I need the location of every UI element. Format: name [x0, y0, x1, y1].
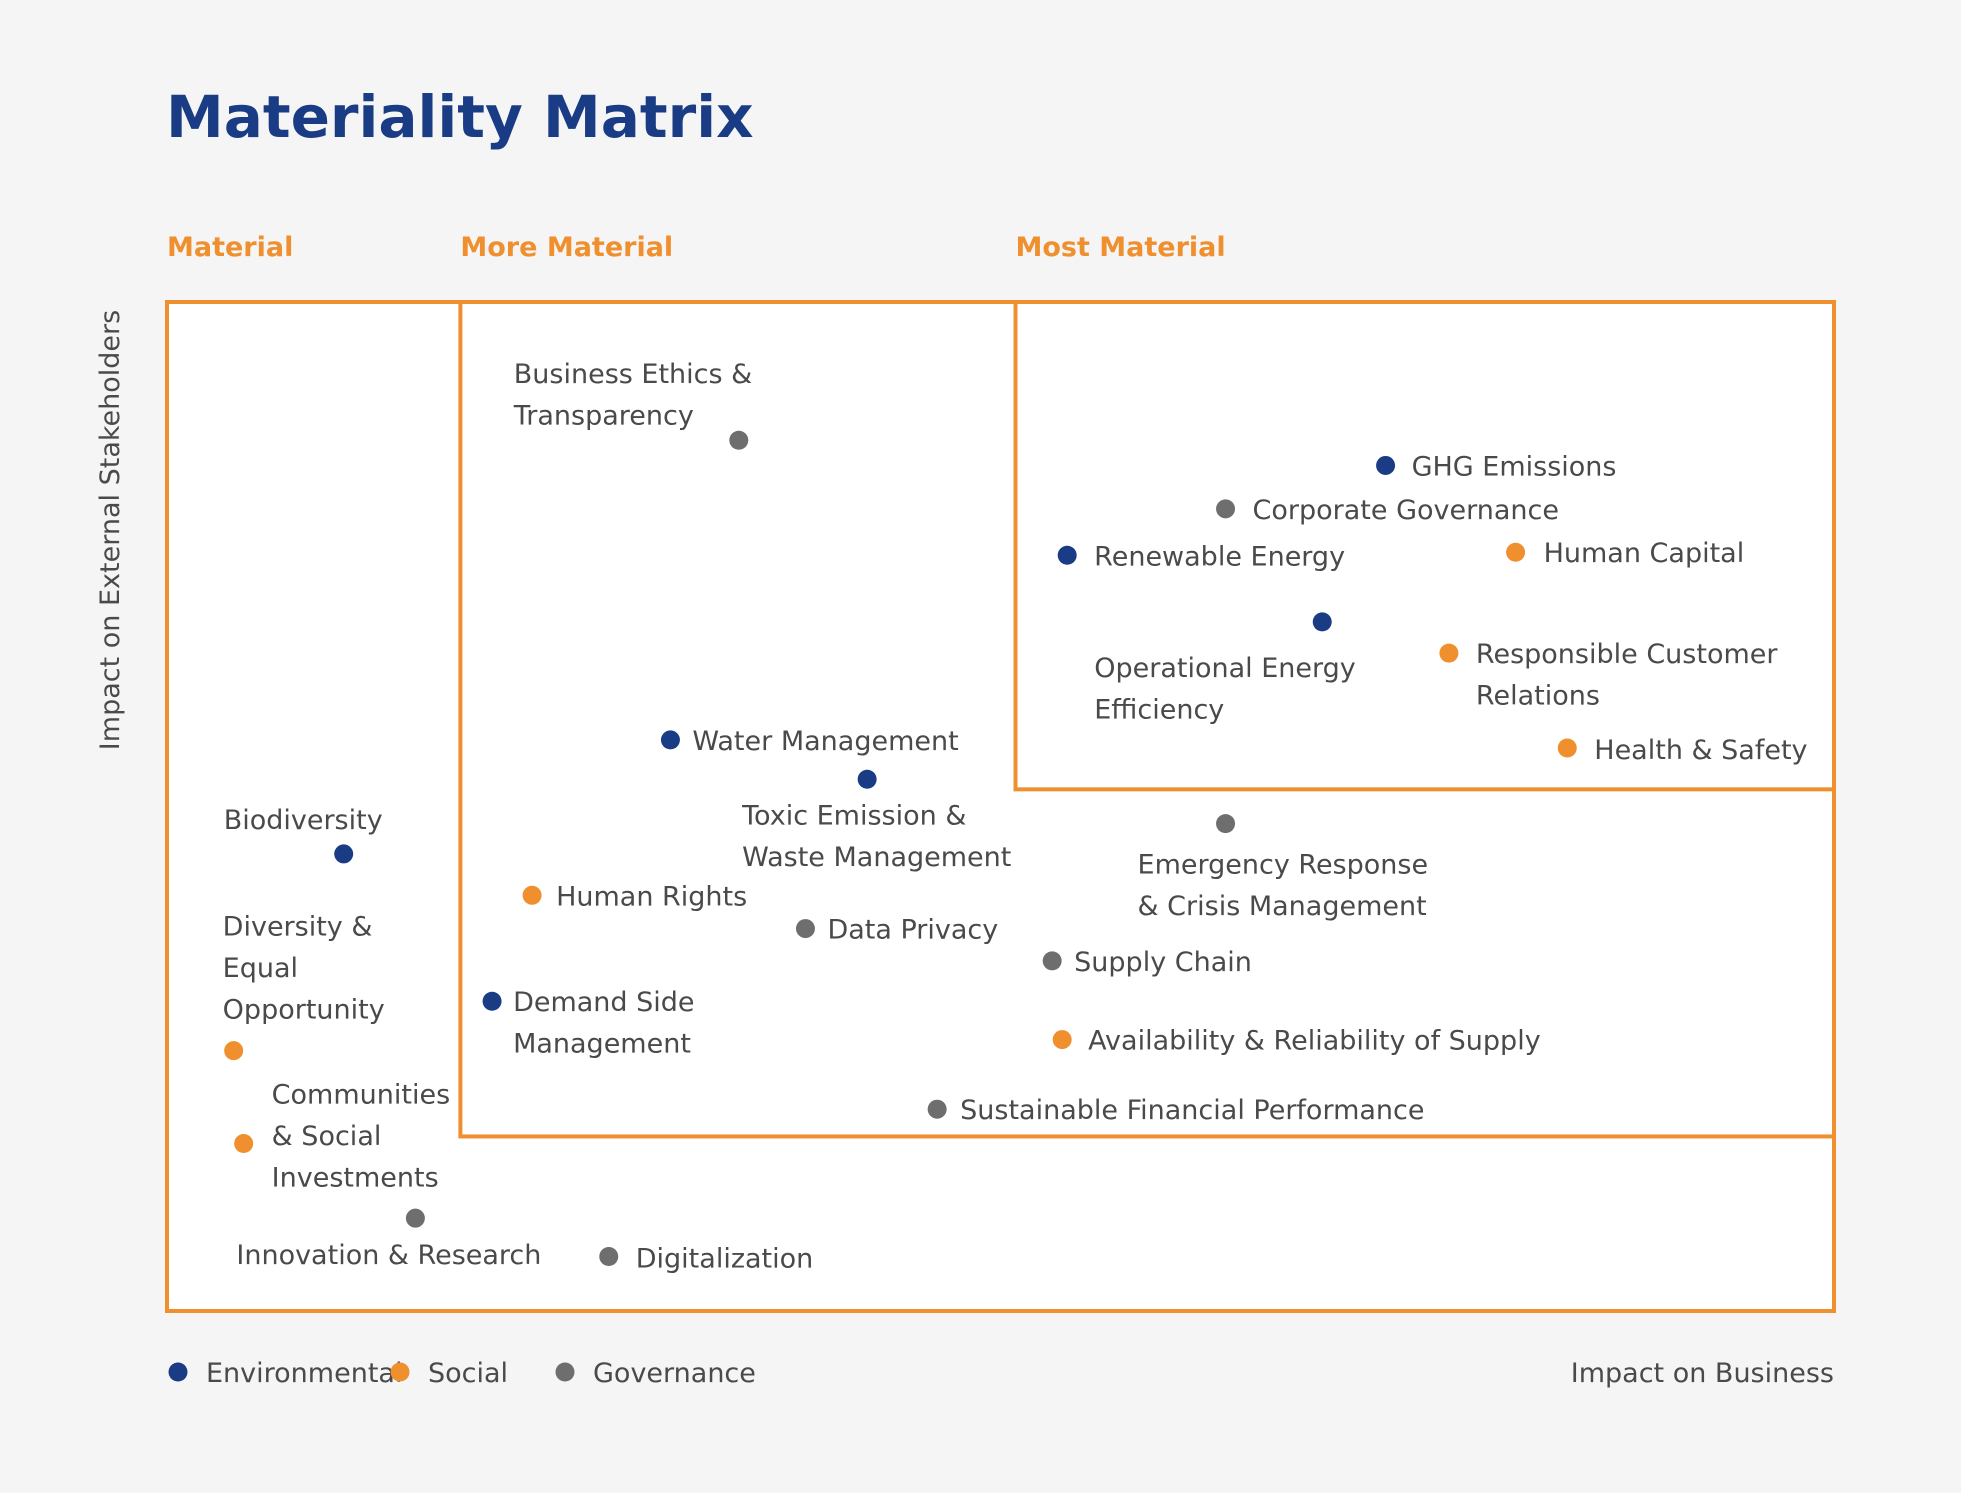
- point-label-sustainable-financial-performance: Sustainable Financial Performance: [960, 1095, 1424, 1126]
- point-operational-energy-efficiency: [1312, 612, 1332, 632]
- point-label-biodiversity: Biodiversity: [224, 805, 383, 836]
- point-ghg-emissions: [1376, 455, 1396, 475]
- zone-label-more-material: More Material: [460, 232, 673, 263]
- point-label-emergency-response-and-crisis-management: & Crisis Management: [1138, 891, 1427, 922]
- zone-label-most-material: Most Material: [1016, 232, 1226, 263]
- legend-swatch-governance: [555, 1362, 575, 1382]
- point-label-innovation-and-research: Innovation & Research: [236, 1240, 541, 1271]
- point-label-diversity-and-equal-opportunity: Diversity &: [223, 912, 373, 943]
- point-label-business-ethics-and-transparency: Transparency: [513, 401, 694, 432]
- chart-title: Materiality Matrix: [166, 83, 754, 151]
- point-label-communities-and-social-investments: Investments: [272, 1163, 439, 1194]
- x-axis-label: Impact on Business: [1571, 1358, 1834, 1389]
- point-water-management: [660, 730, 680, 750]
- point-label-ghg-emissions: GHG Emissions: [1412, 451, 1617, 482]
- point-label-responsible-customer-relations: Relations: [1476, 681, 1600, 712]
- point-label-demand-side-management: Demand Side: [513, 987, 694, 1018]
- point-innovation-and-research: [405, 1208, 425, 1228]
- point-label-health-and-safety: Health & Safety: [1594, 735, 1807, 766]
- point-availability-and-reliability-of-supply: [1052, 1030, 1072, 1050]
- legend-label-environmental: Environmental: [206, 1358, 402, 1389]
- point-label-operational-energy-efficiency: Operational Energy: [1094, 653, 1356, 684]
- point-business-ethics-and-transparency: [729, 430, 749, 450]
- point-label-emergency-response-and-crisis-management: Emergency Response: [1138, 850, 1429, 881]
- point-label-demand-side-management: Management: [513, 1029, 691, 1060]
- point-emergency-response-and-crisis-management: [1216, 814, 1236, 834]
- point-label-responsible-customer-relations: Responsible Customer: [1476, 639, 1778, 670]
- point-label-diversity-and-equal-opportunity: Equal: [223, 953, 298, 984]
- y-axis-label: Impact on External Stakeholders: [95, 310, 126, 750]
- legend-label-governance: Governance: [593, 1358, 756, 1389]
- point-label-communities-and-social-investments: Communities: [272, 1080, 450, 1111]
- point-label-business-ethics-and-transparency: Business Ethics &: [514, 359, 752, 390]
- point-demand-side-management: [482, 991, 502, 1011]
- point-label-communities-and-social-investments: & Social: [272, 1121, 382, 1152]
- point-human-rights: [522, 885, 542, 905]
- point-label-data-privacy: Data Privacy: [827, 915, 998, 946]
- point-label-supply-chain: Supply Chain: [1074, 947, 1252, 978]
- point-communities-and-social-investments: [234, 1134, 254, 1154]
- point-label-human-capital: Human Capital: [1544, 538, 1745, 569]
- point-label-human-rights: Human Rights: [556, 881, 747, 912]
- point-supply-chain: [1042, 951, 1062, 971]
- zone-label-material: Material: [167, 232, 293, 263]
- point-label-availability-and-reliability-of-supply: Availability & Reliability of Supply: [1088, 1026, 1541, 1057]
- point-label-diversity-and-equal-opportunity: Opportunity: [223, 995, 385, 1026]
- point-renewable-energy: [1057, 545, 1077, 565]
- zone-frame-most-material: [1013, 300, 1836, 792]
- point-sustainable-financial-performance: [927, 1099, 947, 1119]
- point-label-toxic-emission-and-waste-management: Waste Management: [742, 842, 1011, 873]
- legend-swatch-environmental: [168, 1362, 188, 1382]
- point-responsible-customer-relations: [1439, 643, 1459, 663]
- point-label-water-management: Water Management: [692, 726, 958, 757]
- point-label-toxic-emission-and-waste-management: Toxic Emission &: [741, 800, 966, 831]
- point-corporate-governance: [1216, 499, 1236, 519]
- plot-background: [167, 302, 1834, 1311]
- point-biodiversity: [334, 844, 354, 864]
- point-digitalization: [599, 1247, 619, 1267]
- legend-label-social: Social: [428, 1358, 508, 1389]
- point-data-privacy: [795, 919, 815, 939]
- point-health-and-safety: [1557, 738, 1577, 758]
- point-human-capital: [1506, 542, 1526, 562]
- point-label-digitalization: Digitalization: [636, 1244, 814, 1275]
- point-label-renewable-energy: Renewable Energy: [1094, 541, 1345, 572]
- point-label-corporate-governance: Corporate Governance: [1253, 495, 1559, 526]
- legend-swatch-social: [390, 1362, 410, 1382]
- point-toxic-emission-and-waste-management: [857, 769, 877, 789]
- point-label-operational-energy-efficiency: Efficiency: [1094, 694, 1224, 725]
- point-diversity-and-equal-opportunity: [224, 1041, 244, 1061]
